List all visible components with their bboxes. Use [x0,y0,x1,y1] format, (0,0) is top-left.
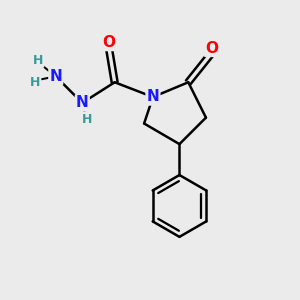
Text: H: H [82,112,92,126]
Text: H: H [33,54,43,67]
Text: N: N [76,95,89,110]
Text: O: O [205,41,218,56]
Text: H: H [30,76,40,89]
Text: N: N [50,69,62,84]
Text: O: O [102,35,115,50]
Text: N: N [147,89,159,104]
